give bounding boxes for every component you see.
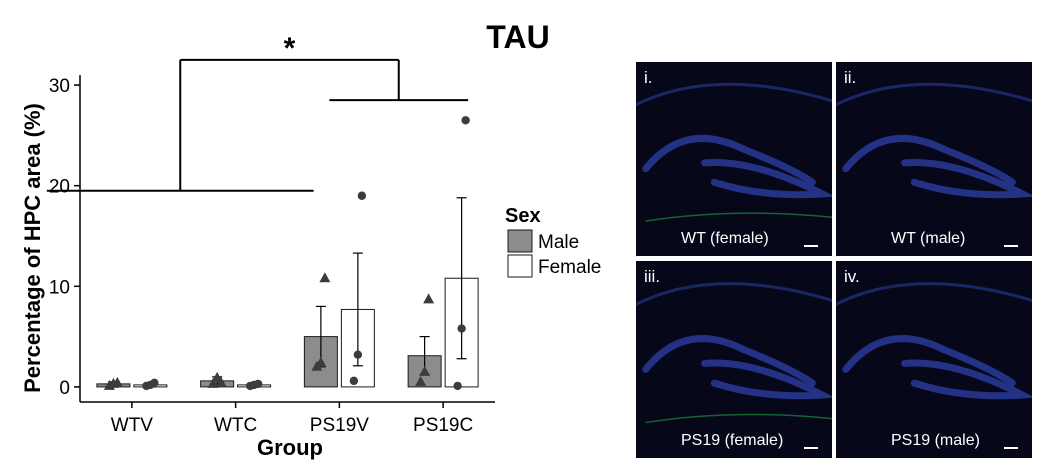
- data-point-male: [415, 375, 427, 386]
- data-point-female: [461, 116, 470, 125]
- panel-tag: i.: [644, 68, 653, 87]
- stain-layer: [901, 359, 1032, 400]
- panel-tag: iii.: [644, 267, 661, 286]
- x-tick-label: WTC: [214, 415, 257, 436]
- data-point-male: [111, 376, 123, 387]
- stain-layer: [842, 134, 1016, 186]
- plot-area: 0 10 20 30 WTV WTC PS19V PS19C *: [46, 32, 495, 436]
- legend-swatch-male: [507, 229, 533, 253]
- data-point-female: [453, 381, 462, 391]
- stain-layer: [701, 359, 832, 400]
- data-point-female: [150, 378, 159, 388]
- stain-layer: [642, 134, 816, 186]
- scale-bar: [1004, 447, 1018, 449]
- significance-star: *: [284, 32, 296, 65]
- hippocampus-stain-image: [836, 282, 1032, 400]
- microscopy-panel: ii. WT (male): [836, 62, 1032, 256]
- data-point-female: [357, 191, 367, 200]
- stain-layer: [842, 335, 1016, 387]
- panel-tag: iv.: [844, 267, 860, 286]
- legend-label-male: Male: [538, 232, 579, 253]
- data-point-male: [419, 365, 431, 376]
- bar-chart: TAU Percentage of HPC area (%) Group 0 10…: [20, 19, 601, 460]
- stain-layer: [836, 82, 1032, 107]
- hippocampus-stain-image: [636, 82, 832, 222]
- x-tick-label: PS19V: [310, 415, 369, 436]
- legend: Sex Male Female: [505, 205, 601, 278]
- microscopy-panel: iii. PS19 (female): [636, 261, 832, 458]
- data-point-male: [423, 293, 435, 304]
- y-axis-label: Percentage of HPC area (%): [20, 103, 45, 393]
- panel-tag: ii.: [844, 68, 857, 87]
- legend-title: Sex: [505, 205, 541, 227]
- x-axis-label: Group: [257, 435, 323, 460]
- panel-caption: WT (male): [891, 230, 966, 247]
- panel-caption: WT (female): [681, 230, 769, 247]
- scale-bar: [804, 447, 818, 449]
- hippocampus-stain-image: [836, 82, 1032, 199]
- panel-caption: PS19 (male): [891, 432, 980, 449]
- stain-layer: [836, 282, 1032, 306]
- x-tick-label: PS19C: [413, 415, 473, 436]
- data-point-male: [319, 272, 331, 283]
- microscopy-panel: i. WT (female): [636, 62, 832, 256]
- tau-signal: [645, 212, 832, 222]
- scale-bar: [804, 245, 818, 247]
- legend-swatch-female: [507, 254, 533, 278]
- tau-signal: [645, 413, 832, 424]
- chart-title: TAU: [486, 19, 549, 55]
- y-tick-label: 10: [49, 277, 70, 298]
- y-tick-label: 20: [49, 177, 70, 198]
- x-tick-label: WTV: [111, 415, 154, 436]
- microscopy-panel: iv. PS19 (male): [836, 261, 1032, 458]
- data-point-male: [215, 376, 227, 387]
- y-tick-label: 30: [49, 76, 70, 97]
- hippocampus-stain-image: [636, 282, 832, 424]
- data-point-male: [315, 356, 327, 367]
- data-point-female: [353, 350, 363, 359]
- data-point-female: [349, 376, 359, 386]
- panel-caption: PS19 (female): [681, 432, 784, 449]
- scale-bar: [1004, 245, 1018, 247]
- stain-layer: [636, 282, 832, 306]
- stain-layer: [901, 159, 1032, 199]
- data-point-male: [207, 377, 219, 388]
- legend-label-female: Female: [538, 257, 601, 278]
- data-point-female: [457, 324, 466, 333]
- y-tick-label: 0: [59, 378, 70, 399]
- stain-layer: [701, 159, 832, 199]
- stain-layer: [642, 335, 816, 387]
- stain-layer: [636, 82, 832, 107]
- data-point-female: [253, 379, 263, 389]
